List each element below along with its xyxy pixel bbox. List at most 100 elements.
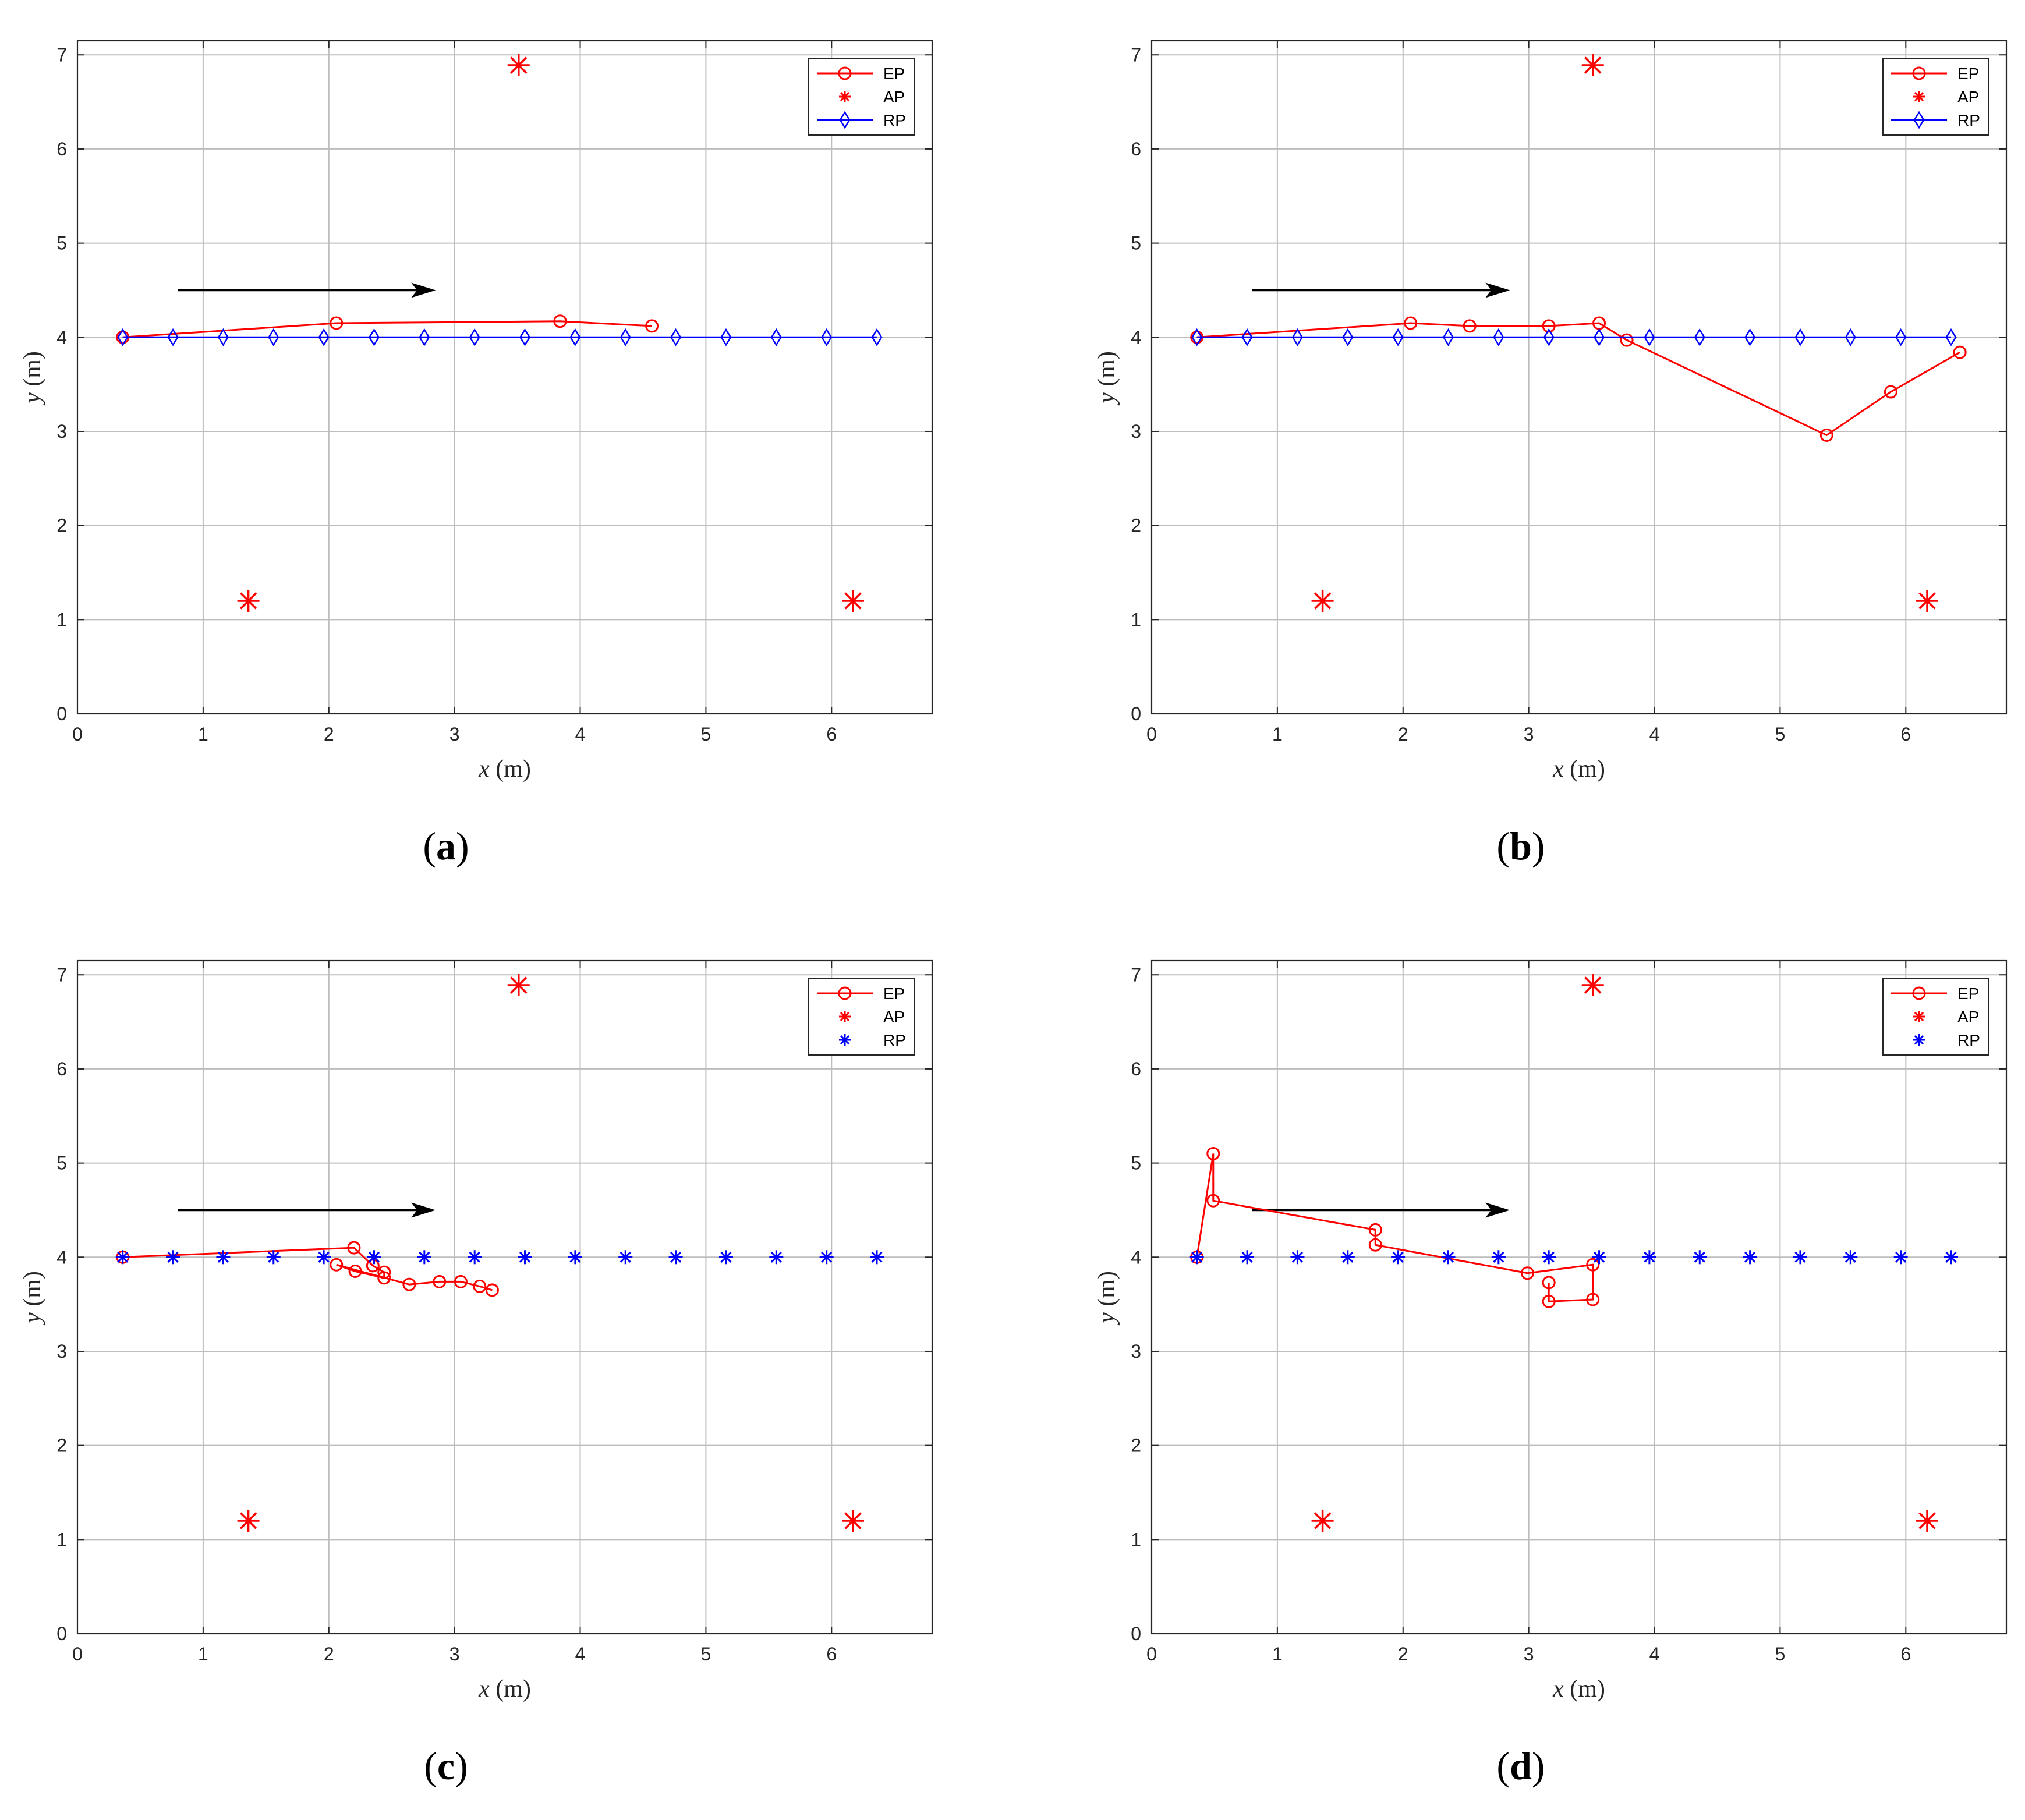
x-axis-variable: x [1552,756,1564,782]
x-tick-label: 3 [449,1644,460,1665]
asterisk-stroke [217,1251,229,1263]
y-tick-label: 0 [56,1623,67,1644]
data-point-rp [167,328,179,346]
data-point-rp [1944,1250,1959,1265]
plot-area [1152,961,2006,1634]
data-point-ep [1819,428,1833,442]
series-ap [1311,974,1938,1532]
asterisk-stroke [1914,1011,1924,1022]
asterisk-stroke [1794,1251,1806,1263]
data-point-rp [870,1250,884,1265]
axes-box [76,959,933,1635]
legend-entry-ap: AP [1913,88,1979,106]
legend-entry-ep: EP [817,65,905,83]
legend-marker-asterisk [839,1011,851,1022]
asterisk-stroke [569,1251,581,1263]
x-tick-label: 5 [1775,724,1786,745]
caption-open-paren: ( [1496,1744,1510,1788]
asterisk-stroke [619,1251,631,1263]
x-tick-label: 0 [1146,1644,1157,1665]
caption-close-paren: ) [1532,1744,1545,1788]
series-line-ep [1196,1153,1594,1302]
data-point-ep [1463,319,1477,333]
asterisk-stroke [510,976,528,994]
asterisk-stroke [844,592,862,610]
y-axis-unit: (m) [19,1271,46,1312]
data-point-rp [1693,1250,1707,1265]
legend-entry-rp: RP [839,1031,906,1049]
x-axis-label: x (m) [1552,1676,1605,1702]
legend: EP AP RP [808,58,915,136]
legend-label: EP [1957,65,1979,83]
caption-letter: c [437,1744,455,1788]
legend-label: AP [883,1008,905,1026]
arrow-head [411,282,436,298]
data-point-rp [1794,328,1806,346]
legend-marker-diamond [839,111,851,129]
legend-box [1882,58,1989,136]
data-point-rp [1744,328,1756,346]
axes-box [1150,40,2008,715]
data-point-rp [117,328,129,346]
asterisk-stroke [1191,1251,1203,1263]
series-ap [237,54,864,612]
data-point-ep [1953,345,1967,359]
legend-entry-rp: RP [1913,1031,1980,1049]
y-axis-label: y (m) [1093,351,1120,406]
asterisk-stroke [1493,1251,1504,1263]
asterisk-stroke [871,1251,883,1263]
asterisk-stroke [1584,56,1602,74]
legend-entry-rp: RP [1891,111,1980,129]
direction-arrow [178,282,436,298]
panel-caption: (c) [424,1744,468,1788]
asterisk-stroke [1584,976,1602,994]
series-line-ep [122,1247,493,1291]
data-point-ep [1586,1258,1600,1272]
asterisk-stroke [167,1251,179,1263]
caption-open-paren: ( [1496,824,1510,868]
data-point-rp [1290,1250,1305,1265]
arrow-head [411,1202,436,1218]
caption-open-paren: ( [423,824,436,868]
asterisk-stroke [368,1251,380,1263]
x-tick-label: 2 [324,724,334,745]
y-tick-label: 4 [1131,1247,1141,1267]
asterisk-stroke [1314,1512,1332,1529]
data-point-ap [1311,589,1334,612]
legend-marker-asterisk [1913,91,1925,102]
asterisk-stroke [519,1251,531,1263]
data-point-rp [1391,1250,1406,1265]
x-tick-label: 1 [198,1644,208,1665]
legend: EP AP RP [1882,978,1989,1056]
x-axis-label: x (m) [478,756,531,782]
data-point-rp [1893,1250,1908,1265]
x-axis-variable: x [1552,1676,1564,1702]
data-point-ep [1542,1276,1556,1290]
x-tick-label: 2 [1398,1644,1408,1665]
y-axis-label: y (m) [19,1271,46,1326]
x-tick-label: 0 [1146,724,1157,745]
data-point-rp [1644,328,1655,346]
data-point-rp [1895,328,1907,346]
direction-arrow [178,1202,436,1218]
legend-label: EP [883,985,905,1003]
legend-label: AP [1957,88,1979,106]
caption-close-paren: ) [1532,824,1545,868]
x-tick-label: 0 [72,724,83,745]
data-point-ap [1916,1509,1938,1532]
legend-label: RP [883,111,906,129]
data-point-ap [841,589,864,612]
data-point-rp [1191,328,1203,346]
data-point-ep [348,1265,362,1279]
legend-entry-ep: EP [1891,65,1979,83]
x-axis-unit: (m) [490,1676,531,1702]
caption-close-paren: ) [456,824,469,868]
asterisk-stroke [1392,1251,1404,1263]
legend-box [1882,978,1989,1056]
data-point-rp [1945,328,1957,346]
x-tick-label: 4 [1649,1644,1660,1665]
legend: EP AP RP [1882,58,1989,136]
data-point-ep [330,1258,344,1272]
data-point-rp [1542,1250,1556,1265]
data-point-rp [367,1250,381,1265]
